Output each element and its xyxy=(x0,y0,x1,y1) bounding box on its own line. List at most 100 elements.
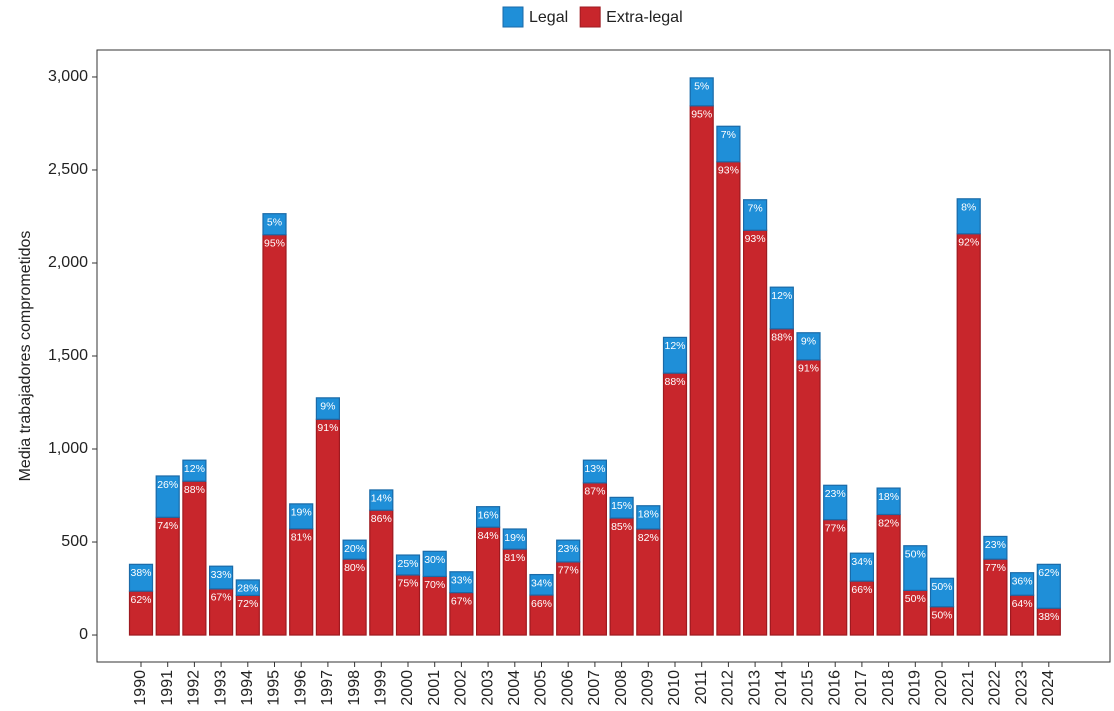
x-tick-label: 2001 xyxy=(426,670,443,706)
share-label: 75% xyxy=(397,578,418,590)
bar-segment xyxy=(155,516,180,636)
share-label: 16% xyxy=(478,509,499,521)
bar-segment xyxy=(422,550,447,578)
bar-segment xyxy=(769,286,794,330)
share-label: 33% xyxy=(451,575,472,587)
x-tick-label: 2009 xyxy=(640,670,657,706)
share-label: 64% xyxy=(1012,598,1033,610)
bar-segment xyxy=(929,577,955,608)
x-tick-label: 2021 xyxy=(960,670,977,706)
bar-segment xyxy=(289,503,314,530)
share-label: 19% xyxy=(291,507,312,519)
x-tick-label: 2002 xyxy=(453,670,470,706)
bar-segment xyxy=(956,198,981,235)
bar-segment xyxy=(689,105,714,636)
share-label: 93% xyxy=(745,233,766,245)
bar-segment xyxy=(128,563,154,592)
share-label: 50% xyxy=(931,581,952,593)
bar-segment xyxy=(849,552,875,582)
share-label: 36% xyxy=(1012,575,1033,587)
x-tick-label: 2016 xyxy=(826,670,843,706)
bar-segment xyxy=(369,509,394,636)
bar-segment xyxy=(876,487,901,516)
share-label: 5% xyxy=(694,81,709,93)
share-label: 23% xyxy=(985,539,1006,551)
share-label: 87% xyxy=(584,486,605,498)
share-label: 66% xyxy=(851,584,872,596)
bar-segment xyxy=(315,397,340,420)
share-label: 38% xyxy=(1038,611,1059,623)
x-tick-label: 1990 xyxy=(132,670,149,706)
share-label: 88% xyxy=(771,332,792,344)
share-label: 12% xyxy=(664,340,685,352)
bar-segment xyxy=(182,480,207,636)
share-label: 25% xyxy=(397,558,418,570)
x-tick-label: 2012 xyxy=(720,670,737,706)
share-label: 82% xyxy=(638,532,659,544)
share-label: 77% xyxy=(558,565,579,577)
bar-segment xyxy=(609,496,634,519)
share-label: 7% xyxy=(721,129,736,141)
bar-segment xyxy=(476,526,501,636)
share-label: 30% xyxy=(424,554,445,566)
bar-segment xyxy=(235,579,260,597)
share-label: 95% xyxy=(264,237,285,249)
x-tick-label: 2000 xyxy=(399,670,416,706)
share-label: 62% xyxy=(130,594,151,606)
x-tick-label: 2017 xyxy=(853,670,870,706)
share-label: 9% xyxy=(801,336,816,348)
share-label: 67% xyxy=(211,592,232,604)
share-label: 18% xyxy=(638,509,659,521)
share-label: 13% xyxy=(584,463,605,475)
y-tick-label: 3,000 xyxy=(48,68,88,85)
share-label: 23% xyxy=(558,543,579,555)
bar-segment xyxy=(1036,563,1061,609)
y-tick-label: 500 xyxy=(61,533,88,550)
share-label: 74% xyxy=(157,520,178,532)
x-tick-label: 1999 xyxy=(373,670,390,706)
share-label: 38% xyxy=(130,567,151,579)
share-label: 12% xyxy=(771,290,792,302)
share-label: 50% xyxy=(905,549,926,561)
share-label: 72% xyxy=(237,598,258,610)
bar-segment xyxy=(449,571,474,594)
legend-swatch xyxy=(502,6,524,28)
share-label: 93% xyxy=(718,165,739,177)
x-tick-label: 2019 xyxy=(907,670,924,706)
x-tick-label: 1992 xyxy=(186,670,203,706)
share-label: 28% xyxy=(237,583,258,595)
share-label: 66% xyxy=(531,598,552,610)
share-label: 34% xyxy=(851,556,872,568)
share-label: 23% xyxy=(825,488,846,500)
share-label: 92% xyxy=(958,237,979,249)
share-label: 85% xyxy=(611,521,632,533)
y-tick-label: 0 xyxy=(79,626,88,643)
share-label: 86% xyxy=(371,513,392,525)
bar-segment xyxy=(636,528,661,636)
x-tick-label: 2015 xyxy=(800,670,817,706)
bar-segment xyxy=(262,234,287,636)
x-tick-label: 1993 xyxy=(212,670,229,706)
bar-segment xyxy=(582,482,608,636)
x-tick-label: 2014 xyxy=(773,670,790,706)
share-label: 19% xyxy=(504,532,525,544)
x-tick-label: 1997 xyxy=(319,670,336,706)
bar-segment xyxy=(983,535,1008,560)
y-tick-label: 1,000 xyxy=(48,440,88,457)
x-tick-label: 2020 xyxy=(933,670,950,706)
y-axis-label: Media trabajadores comprometidos xyxy=(17,231,34,482)
share-label: 80% xyxy=(344,562,365,574)
share-label: 84% xyxy=(478,530,499,542)
bar-segment xyxy=(1009,572,1035,596)
share-label: 77% xyxy=(985,562,1006,574)
share-label: 77% xyxy=(825,522,846,534)
share-label: 33% xyxy=(211,569,232,581)
bar-segment xyxy=(796,359,821,636)
share-label: 62% xyxy=(1038,567,1059,579)
x-tick-label: 2024 xyxy=(1040,670,1057,706)
share-label: 18% xyxy=(878,491,899,503)
x-tick-label: 2004 xyxy=(506,670,523,706)
bar-segment xyxy=(823,484,848,521)
bar-segment xyxy=(529,573,554,596)
x-tick-label: 2006 xyxy=(559,670,576,706)
